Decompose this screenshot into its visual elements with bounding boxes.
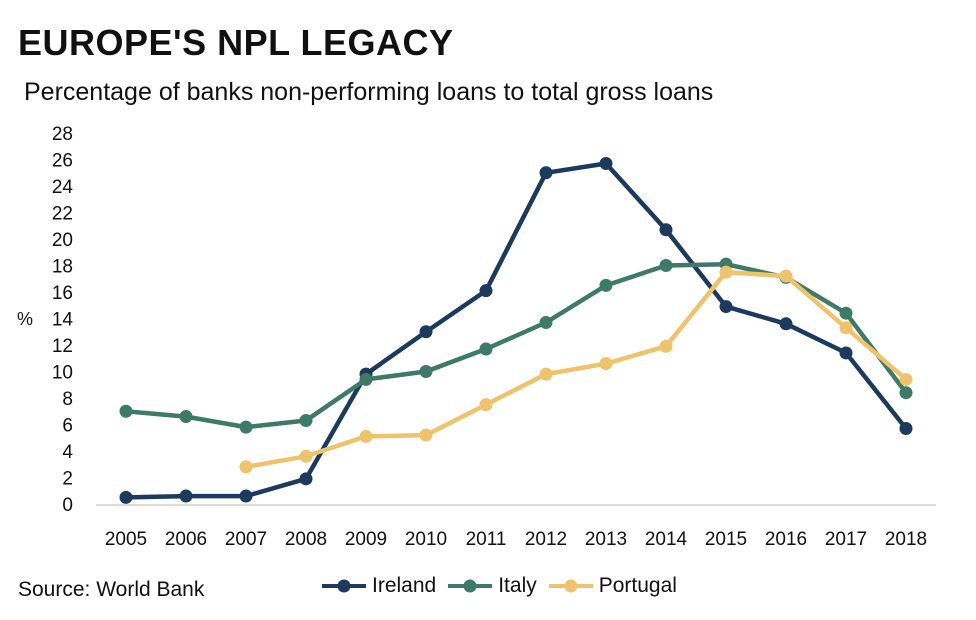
chart-legend: Ireland Italy Portugal	[320, 574, 677, 598]
y-tick-label: 12	[52, 336, 73, 357]
x-tick-label: 2005	[105, 529, 147, 550]
x-tick-label: 2013	[585, 529, 627, 550]
source-note: Source: World Bank	[18, 578, 205, 601]
data-point-portugal	[839, 321, 853, 335]
data-point-ireland	[839, 346, 853, 360]
data-point-ireland	[419, 325, 433, 339]
data-point-portugal	[419, 428, 433, 442]
data-point-ireland	[239, 489, 253, 503]
y-tick-label: 28	[52, 124, 73, 145]
data-point-portugal	[479, 398, 493, 412]
legend-item-portugal: Portugal	[547, 574, 677, 598]
legend-label-ireland: Ireland	[372, 574, 437, 597]
x-tick-label: 2018	[885, 529, 927, 550]
x-tick-label: 2007	[225, 529, 267, 550]
data-point-italy	[359, 372, 373, 386]
series-line-italy	[123, 261, 909, 430]
y-tick-label: 22	[52, 204, 73, 225]
data-point-portugal	[539, 367, 553, 381]
data-point-portugal	[719, 265, 733, 279]
data-point-italy	[839, 306, 853, 320]
y-tick-label: 16	[52, 283, 73, 304]
y-tick-label: 24	[52, 177, 74, 198]
data-point-italy	[119, 404, 133, 418]
data-point-italy	[599, 278, 613, 292]
data-point-ireland	[719, 300, 733, 314]
y-tick-label: 2	[62, 469, 73, 490]
y-tick-label: 26	[52, 151, 73, 172]
data-point-italy	[659, 259, 673, 272]
data-point-portugal	[779, 269, 793, 283]
data-point-ireland	[659, 223, 673, 237]
x-tick-label: 2014	[645, 529, 688, 550]
data-point-portugal	[359, 429, 373, 443]
chart-title: EUROPE'S NPL LEGACY	[18, 22, 454, 63]
data-point-portugal	[299, 449, 313, 463]
y-tick-label: 0	[62, 495, 73, 516]
legend-item-italy: Italy	[446, 574, 537, 598]
x-tick-label: 2016	[765, 529, 807, 550]
x-tick-label: 2009	[345, 529, 387, 550]
data-point-italy	[479, 342, 493, 356]
y-tick-label: 18	[52, 257, 73, 278]
x-tick-label: 2006	[165, 529, 207, 550]
data-point-portugal	[599, 357, 613, 371]
legend-item-ireland: Ireland	[320, 574, 436, 598]
data-point-italy	[239, 420, 253, 434]
x-tick-label: 2015	[705, 529, 747, 550]
data-point-portugal	[899, 372, 913, 386]
data-point-ireland	[779, 317, 793, 331]
data-point-ireland	[179, 489, 193, 503]
y-tick-label: 10	[52, 363, 73, 384]
legend-label-portugal: Portugal	[598, 574, 677, 597]
data-point-ireland	[479, 284, 493, 298]
legend-swatch-ireland	[322, 579, 366, 593]
data-point-ireland	[599, 156, 613, 170]
series-line-portugal	[243, 269, 909, 470]
legend-swatch-italy	[448, 579, 493, 593]
x-tick-label: 2017	[825, 529, 867, 550]
legend-swatch-portugal	[548, 579, 593, 593]
x-tick-label: 2010	[405, 529, 447, 550]
data-point-portugal	[659, 339, 673, 353]
data-point-ireland	[539, 166, 553, 180]
legend-label-italy: Italy	[498, 574, 537, 597]
x-tick-label: 2012	[525, 529, 567, 550]
data-point-italy	[179, 410, 193, 424]
data-point-ireland	[899, 421, 913, 435]
y-tick-label: 20	[52, 230, 73, 251]
data-point-italy	[299, 414, 313, 428]
data-point-ireland	[299, 472, 313, 486]
data-point-italy	[539, 315, 553, 329]
data-point-italy	[899, 386, 913, 400]
y-tick-label: 4	[62, 442, 73, 463]
data-point-ireland	[119, 490, 133, 504]
y-axis-label: %	[17, 309, 33, 329]
y-tick-label: 6	[62, 416, 73, 437]
x-tick-label: 2008	[285, 529, 327, 550]
x-tick-label: 2011	[466, 529, 507, 550]
chart-subtitle: Percentage of banks non-performing loans…	[24, 78, 714, 106]
series-line-ireland	[123, 161, 909, 500]
data-point-italy	[419, 365, 433, 378]
y-tick-label: 14	[52, 310, 74, 331]
y-tick-label: 8	[62, 389, 73, 410]
data-point-portugal	[239, 460, 253, 474]
